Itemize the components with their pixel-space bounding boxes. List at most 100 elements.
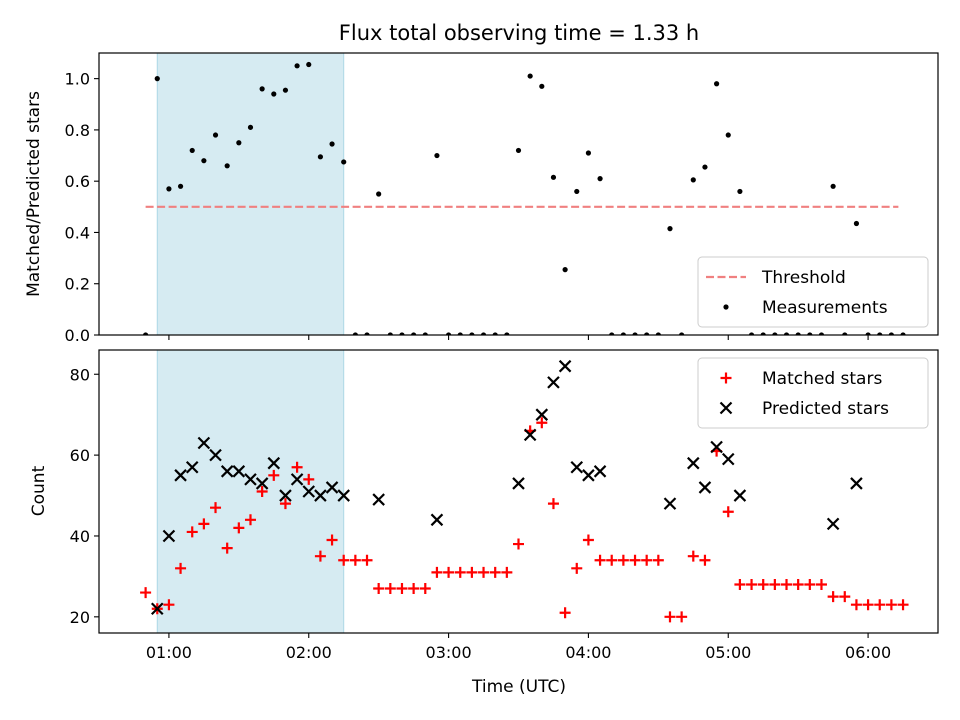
data-point bbox=[641, 554, 653, 566]
legend-label: Measurements bbox=[762, 298, 888, 318]
y-tick-label: 0.8 bbox=[65, 121, 90, 140]
shaded-region bbox=[156, 349, 345, 634]
data-point bbox=[746, 578, 758, 590]
data-point bbox=[384, 583, 396, 595]
x-tick-label: 04:00 bbox=[565, 643, 611, 662]
series-measurements bbox=[143, 61, 906, 335]
data-point bbox=[874, 599, 886, 611]
data-point bbox=[667, 226, 673, 232]
data-point bbox=[676, 611, 688, 623]
data-point bbox=[373, 583, 385, 595]
data-point bbox=[597, 176, 603, 182]
top-panel: 0.0 0.2 0.4 0.6 0.8 1.0 Threshold Measurements bbox=[65, 52, 939, 345]
legend: Matched stars Predicted stars bbox=[697, 357, 929, 429]
data-point bbox=[247, 124, 254, 130]
data-point bbox=[687, 456, 700, 470]
data-point bbox=[349, 554, 361, 566]
data-point bbox=[256, 486, 268, 497]
data-point bbox=[606, 554, 618, 566]
data-point bbox=[885, 599, 897, 611]
y-tick-label: 60 bbox=[70, 446, 90, 465]
data-point bbox=[865, 332, 871, 335]
data-point bbox=[364, 332, 370, 335]
axes-frame bbox=[98, 349, 939, 634]
data-point bbox=[399, 332, 405, 335]
data-point bbox=[792, 578, 804, 590]
data-point bbox=[853, 220, 860, 227]
data-point bbox=[699, 554, 711, 566]
data-point bbox=[501, 566, 513, 578]
data-point bbox=[644, 332, 650, 335]
data-point bbox=[571, 562, 583, 574]
data-point bbox=[781, 578, 793, 590]
data-point bbox=[454, 566, 466, 578]
data-point bbox=[795, 332, 801, 335]
data-point bbox=[827, 591, 839, 603]
data-point bbox=[629, 554, 641, 566]
data-point bbox=[690, 177, 696, 183]
data-point bbox=[826, 517, 840, 531]
data-point bbox=[189, 147, 195, 154]
x-tick-label: 06:00 bbox=[845, 643, 891, 662]
data-point bbox=[480, 332, 487, 335]
data-point bbox=[175, 562, 187, 574]
plot-area bbox=[140, 359, 909, 623]
data-point bbox=[419, 583, 431, 595]
data-point bbox=[535, 408, 549, 421]
data-point bbox=[698, 481, 712, 494]
data-point bbox=[290, 473, 304, 486]
legend-label: Matched stars bbox=[762, 369, 882, 389]
data-point bbox=[387, 332, 393, 335]
data-point bbox=[314, 489, 327, 502]
data-point bbox=[361, 554, 373, 566]
data-point bbox=[594, 554, 606, 566]
legend-swatch bbox=[719, 401, 733, 415]
legend-box bbox=[697, 357, 929, 429]
data-point bbox=[489, 566, 501, 578]
data-point bbox=[664, 611, 676, 623]
data-point bbox=[163, 599, 175, 611]
data-point bbox=[757, 578, 769, 590]
data-point bbox=[574, 188, 580, 195]
data-point bbox=[325, 481, 339, 494]
data-point bbox=[609, 332, 615, 335]
data-point bbox=[527, 73, 533, 79]
data-point bbox=[850, 599, 862, 611]
x-tick-label: 02:00 bbox=[286, 643, 332, 662]
data-point bbox=[513, 538, 524, 550]
series-predicted-stars bbox=[150, 359, 863, 616]
data-point bbox=[422, 332, 428, 335]
data-point bbox=[376, 191, 382, 197]
data-point bbox=[888, 332, 894, 335]
data-point bbox=[562, 267, 568, 273]
x-tick-label: 05:00 bbox=[705, 643, 751, 662]
data-point bbox=[652, 554, 664, 566]
x-axis-label: Time (UTC) bbox=[471, 677, 566, 697]
data-point bbox=[617, 554, 629, 566]
data-point bbox=[722, 506, 734, 518]
data-point bbox=[582, 469, 595, 482]
data-point bbox=[710, 440, 723, 454]
data-point bbox=[337, 489, 350, 502]
data-point bbox=[478, 566, 490, 578]
data-point bbox=[702, 164, 708, 170]
data-point bbox=[291, 461, 303, 473]
data-point bbox=[267, 456, 281, 470]
data-point bbox=[539, 83, 545, 89]
y-tick-label: 0.2 bbox=[65, 275, 90, 294]
data-point bbox=[713, 81, 720, 87]
data-point bbox=[233, 522, 245, 534]
data-point bbox=[769, 578, 781, 590]
data-point bbox=[372, 493, 385, 506]
data-point bbox=[748, 332, 755, 335]
data-point bbox=[582, 534, 594, 546]
data-point bbox=[259, 86, 265, 92]
top-y-axis-label: Matched/Predicted stars bbox=[24, 91, 44, 297]
data-point bbox=[492, 332, 498, 335]
data-point bbox=[314, 550, 326, 562]
data-point bbox=[620, 332, 626, 335]
data-point bbox=[679, 332, 685, 335]
data-point bbox=[352, 332, 358, 335]
data-point bbox=[550, 174, 557, 180]
